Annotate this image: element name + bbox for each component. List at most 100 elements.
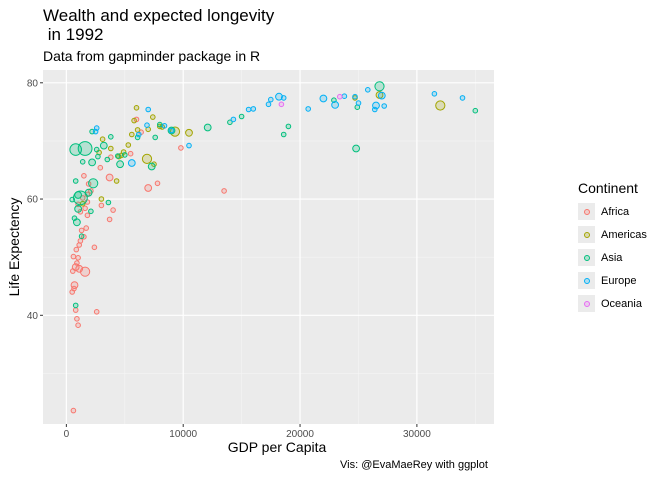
- data-point-asia: [88, 178, 99, 189]
- data-point-asia: [122, 152, 128, 158]
- data-point-europe: [305, 106, 312, 112]
- data-point-europe: [275, 92, 283, 101]
- data-point-asia: [74, 191, 82, 199]
- data-point-europe: [145, 106, 151, 113]
- legend-label-americas: Americas: [601, 228, 647, 241]
- legend-item-asia: Asia: [578, 246, 647, 269]
- data-point-americas: [134, 127, 141, 133]
- data-point-asia: [280, 131, 287, 138]
- data-point-asia: [227, 119, 233, 126]
- minor-gridlines: [43, 70, 494, 424]
- data-point-asia: [72, 178, 79, 184]
- data-point-asia: [157, 121, 163, 128]
- legend: Continent Africa Americas Asia Europe Oc…: [578, 180, 647, 315]
- data-point-americas: [113, 178, 120, 184]
- data-point-americas: [99, 136, 106, 142]
- data-point-africa: [73, 246, 80, 253]
- data-point-europe: [136, 131, 142, 138]
- data-point-europe: [186, 142, 192, 149]
- data-point-europe: [365, 87, 371, 93]
- data-point-asia: [69, 143, 82, 156]
- data-point-africa: [178, 145, 184, 151]
- data-point-asia: [93, 146, 100, 153]
- legend-item-oceania: Oceania: [578, 292, 647, 315]
- y-tick-label: 80: [27, 78, 39, 89]
- data-point-africa: [106, 216, 113, 223]
- data-point-asia: [95, 153, 101, 160]
- data-point-africa: [75, 254, 81, 261]
- data-point-asia: [72, 302, 79, 309]
- data-point-asia: [116, 160, 124, 169]
- legend-label-asia: Asia: [601, 251, 623, 264]
- x-axis-label: GDP per Capita: [227, 439, 327, 455]
- data-point-asia: [472, 107, 479, 114]
- data-point-europe: [280, 95, 287, 101]
- data-point-americas: [141, 153, 153, 164]
- data-point-europe: [331, 101, 340, 109]
- data-point-asia: [147, 162, 156, 171]
- data-point-europe: [341, 93, 348, 99]
- data-point-africa: [78, 227, 85, 234]
- data-point-oceania: [337, 93, 343, 100]
- data-point-africa: [97, 164, 104, 171]
- data-point-asia: [352, 144, 361, 153]
- data-point-europe: [372, 101, 380, 110]
- data-point-europe: [161, 123, 168, 129]
- data-point-africa: [91, 244, 98, 251]
- chart-subtitle: Data from gapminder package in R: [43, 48, 261, 64]
- data-point-europe: [265, 101, 272, 108]
- data-point-asia: [79, 159, 86, 165]
- data-point-asia: [238, 113, 245, 120]
- chart-caption: Vis: @EvaMaeRey with ggplot: [340, 459, 488, 471]
- data-point-americas: [133, 105, 140, 111]
- data-point-europe: [245, 106, 252, 113]
- data-point-americas: [150, 114, 156, 120]
- data-point-americas: [120, 149, 127, 155]
- data-point-asia: [203, 123, 212, 132]
- data-point-europe: [168, 127, 175, 134]
- data-points: [69, 81, 479, 414]
- data-point-africa: [74, 260, 80, 266]
- data-point-asia: [108, 134, 114, 140]
- data-point-africa: [82, 205, 88, 212]
- data-point-asia: [285, 123, 292, 130]
- data-point-europe: [144, 122, 150, 128]
- data-point-africa: [70, 253, 77, 260]
- legend-item-africa: Africa: [578, 200, 647, 223]
- x-tick-label: 30000: [403, 429, 431, 440]
- legend-item-europe: Europe: [578, 269, 647, 292]
- data-point-americas: [435, 100, 446, 111]
- legend-label-oceania: Oceania: [601, 297, 642, 310]
- plot-panel: [43, 70, 494, 424]
- legend-item-americas: Americas: [578, 223, 647, 246]
- data-point-africa: [70, 407, 77, 414]
- data-point-europe: [250, 106, 257, 112]
- data-point-europe: [268, 96, 274, 103]
- chart-title: Wealth and expected longevity in 1992: [43, 6, 275, 44]
- data-point-asia: [77, 141, 93, 156]
- major-gridlines: [43, 70, 494, 424]
- data-point-europe: [381, 103, 388, 109]
- data-point-africa: [127, 150, 134, 157]
- data-point-europe: [352, 93, 358, 100]
- y-axis-label: Life Expectency: [6, 197, 22, 297]
- data-point-americas: [185, 128, 193, 137]
- data-point-asia: [105, 199, 112, 206]
- data-point-africa: [75, 264, 84, 273]
- data-point-europe: [230, 116, 237, 123]
- data-point-asia: [88, 158, 96, 167]
- x-axis: 0 10000 20000 30000: [64, 424, 431, 440]
- x-tick-label: 0: [64, 429, 70, 440]
- data-point-americas: [98, 196, 105, 202]
- data-point-americas: [125, 142, 132, 148]
- data-point-europe: [319, 94, 328, 103]
- data-point-asia: [134, 134, 141, 141]
- data-point-africa: [93, 309, 100, 315]
- data-point-europe: [93, 125, 100, 131]
- data-point-asia: [78, 233, 85, 239]
- y-axis: 40 60 80: [27, 78, 43, 322]
- data-point-africa: [77, 238, 84, 244]
- data-point-europe: [377, 91, 386, 100]
- data-point-africa: [105, 173, 114, 182]
